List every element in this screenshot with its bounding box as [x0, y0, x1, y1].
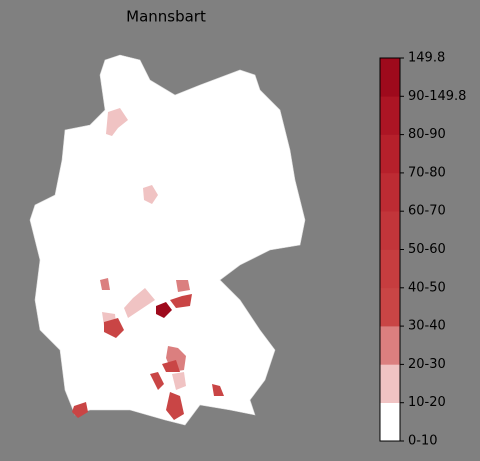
germany-map [29, 54, 306, 426]
region [162, 360, 180, 372]
colorbar-label: 40-50 [408, 280, 446, 295]
colorbar-segment [380, 134, 400, 174]
colorbar-segment [380, 58, 400, 97]
colorbar-label: 149.8 [408, 51, 445, 66]
country-outline [29, 54, 306, 426]
region [104, 318, 124, 338]
colorbar-label: 90-149.8 [408, 89, 466, 104]
colorbar-label: 0-10 [408, 434, 438, 449]
region [156, 302, 172, 318]
colorbar-label: 20-30 [408, 357, 446, 372]
colorbar-segment [380, 287, 400, 327]
colorbar-segment [380, 326, 400, 365]
colorbar-segment [380, 211, 400, 250]
region [172, 372, 186, 390]
colorbar: 0-10 10-20 20-30 30-40 40-50 50-60 60-70 70-80 8… [379, 51, 466, 449]
region [150, 372, 164, 390]
region [143, 185, 158, 204]
colorbar-segment [380, 402, 400, 442]
region [166, 392, 184, 420]
colorbar-segment [380, 249, 400, 289]
colorbar-label: 30-40 [408, 319, 446, 334]
region [170, 294, 192, 308]
map-title: Mannsbart [126, 8, 206, 26]
region [100, 278, 110, 290]
colorbar-label: 60-70 [408, 204, 446, 219]
region [106, 108, 128, 136]
region [124, 288, 155, 318]
colorbar-label: 70-80 [408, 165, 446, 180]
region [72, 402, 88, 418]
colorbar-label: 10-20 [408, 395, 446, 410]
colorbar-label: 50-60 [408, 242, 446, 257]
region [212, 384, 224, 396]
colorbar-segment [380, 96, 400, 135]
colorbar-segment [380, 364, 400, 403]
region [176, 280, 190, 292]
colorbar-segment [380, 172, 400, 212]
colorbar-label: 80-90 [408, 127, 446, 142]
